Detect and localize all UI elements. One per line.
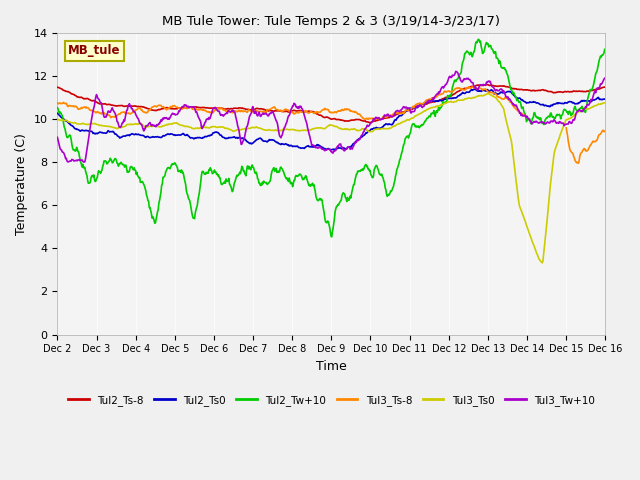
Legend: Tul2_Ts-8, Tul2_Ts0, Tul2_Tw+10, Tul3_Ts-8, Tul3_Ts0, Tul3_Tw+10: Tul2_Ts-8, Tul2_Ts0, Tul2_Tw+10, Tul3_Ts…: [63, 391, 599, 410]
X-axis label: Time: Time: [316, 360, 347, 373]
Y-axis label: Temperature (C): Temperature (C): [15, 133, 28, 235]
Bar: [58, 205, 605, 249]
Bar: [58, 249, 605, 291]
Text: MB_tule: MB_tule: [68, 45, 121, 58]
Bar: [58, 33, 605, 76]
Bar: [58, 120, 605, 162]
Title: MB Tule Tower: Tule Temps 2 & 3 (3/19/14-3/23/17): MB Tule Tower: Tule Temps 2 & 3 (3/19/14…: [163, 15, 500, 28]
Bar: [58, 291, 605, 335]
Bar: [58, 162, 605, 205]
Bar: [58, 76, 605, 120]
